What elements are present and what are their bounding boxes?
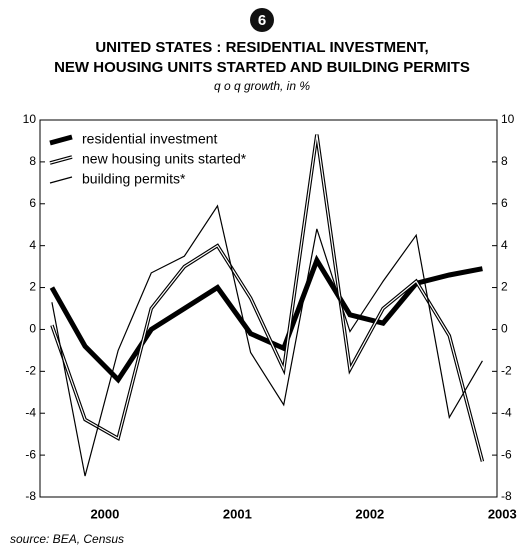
y-tick-label: -2 (25, 364, 36, 378)
y2-tick-label: -2 (501, 364, 512, 378)
chart-subtitle: q o q growth, in % (214, 79, 310, 93)
y-tick-label: 6 (29, 196, 36, 210)
y-tick-label: 8 (29, 154, 36, 168)
y2-tick-label: 4 (501, 238, 508, 252)
x-tick-label: 2002 (355, 506, 384, 521)
legend-label: building permits* (82, 171, 186, 187)
series-line (51, 134, 484, 462)
y2-tick-label: 10 (501, 112, 515, 126)
chart-title: NEW HOUSING UNITS STARTED AND BUILDING P… (54, 59, 470, 76)
x-tick-label: 2001 (223, 506, 252, 521)
series-line (49, 254, 483, 384)
y2-tick-label: 0 (501, 322, 508, 336)
y-tick-label: -8 (25, 489, 36, 503)
y2-tick-label: -8 (501, 489, 512, 503)
legend-swatch (49, 156, 73, 164)
y-tick-label: 2 (29, 280, 36, 294)
y-tick-label: 10 (23, 112, 37, 126)
y-tick-label: 4 (29, 238, 36, 252)
legend-label: residential investment (82, 131, 218, 147)
x-tick-label: 2003 (488, 506, 517, 521)
y-tick-label: -4 (25, 405, 36, 419)
x-tick-label: 2000 (90, 506, 119, 521)
badge-number: 6 (258, 12, 266, 29)
plot-frame (39, 119, 498, 498)
series-line (51, 204, 483, 477)
y2-tick-label: 6 (501, 196, 508, 210)
legend-swatch (49, 176, 73, 184)
chart-title: UNITED STATES : RESIDENTIAL INVESTMENT, (95, 39, 428, 56)
badge-circle (250, 8, 274, 32)
y-tick-label: 0 (29, 322, 36, 336)
legend-swatch (49, 134, 73, 146)
y2-tick-label: 8 (501, 154, 508, 168)
y2-tick-label: 2 (501, 280, 508, 294)
y2-tick-label: -6 (501, 447, 512, 461)
legend-label: new housing units started* (82, 151, 247, 167)
source: source: BEA, Census (10, 532, 124, 546)
y2-tick-label: -4 (501, 405, 512, 419)
y-tick-label: -6 (25, 447, 36, 461)
